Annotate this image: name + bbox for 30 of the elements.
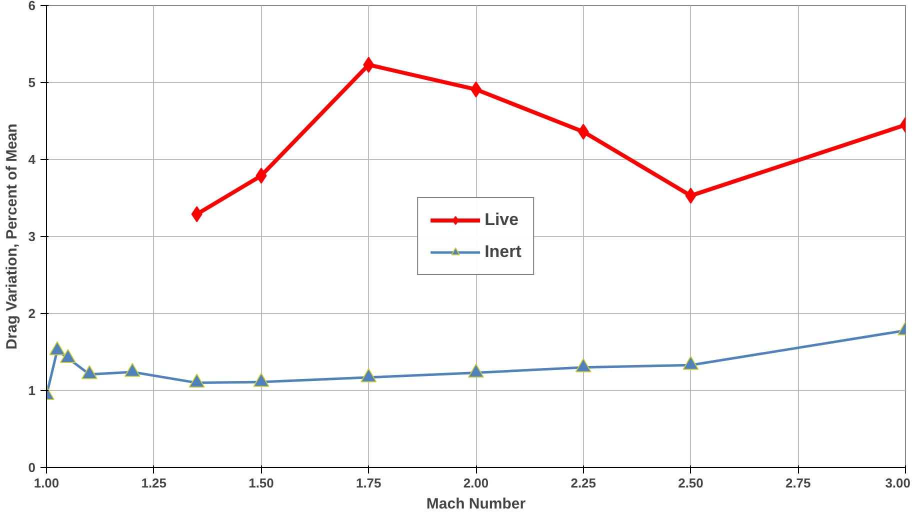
legend-label: Live [484,210,519,230]
point [360,368,377,382]
y-tick-label: 3 [28,229,36,244]
y-axis-title: Drag Variation, Percent of Mean [3,124,20,350]
y-tick-label: 0 [28,460,36,475]
point [253,372,270,387]
x-tick-label: 1.00 [34,476,60,490]
x-tick-label: 1.25 [141,476,167,490]
point [60,349,76,363]
x-tick-label: 1.50 [248,476,274,490]
x-tick-label: 3.00 [885,476,911,490]
y-tick-label: 5 [28,75,36,90]
point [124,362,140,377]
legend-label: Inert [484,242,522,262]
x-tick-label: 2.25 [570,476,596,490]
point [49,341,66,356]
y-tick-label: 1 [28,383,36,398]
point [81,365,98,380]
y-tick-label: 4 [28,152,36,167]
x-tick-label: 2.00 [463,476,489,490]
point [682,356,699,370]
y-tick-label: 6 [28,0,36,13]
x-tick-label: 1.75 [356,476,382,490]
x-tick-label: 2.50 [678,476,704,490]
point [188,374,205,388]
x-axis-title: Mach Number [426,496,526,512]
x-tick-label: 2.75 [785,476,811,490]
y-tick-label: 2 [28,306,36,321]
point [468,364,484,378]
point [575,358,592,372]
